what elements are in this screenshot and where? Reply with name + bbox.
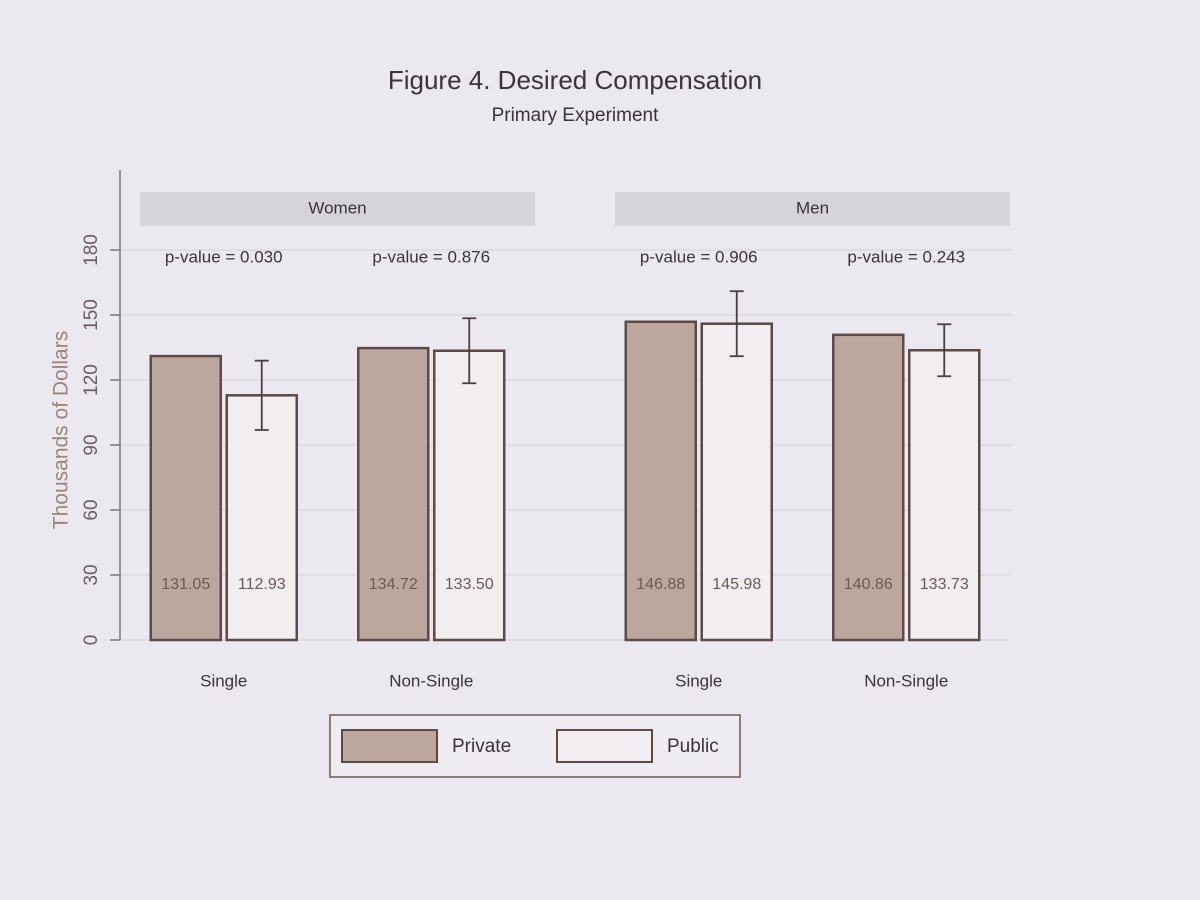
- value-label: 112.93: [238, 576, 286, 593]
- bar: [149, 354, 222, 642]
- y-tick-label: 120: [81, 364, 102, 396]
- annotation: p-value = 0.906: [640, 247, 758, 266]
- y-tick-label: 90: [81, 434, 102, 455]
- x-tick-label: Non-Single: [389, 671, 473, 690]
- chart-title: Figure 4. Desired Compensation: [388, 65, 762, 95]
- value-label: 146.88: [636, 576, 685, 593]
- x-tick-label: Single: [675, 671, 722, 690]
- bar: [225, 394, 298, 642]
- bar: [357, 346, 430, 642]
- value-label: 131.05: [161, 576, 210, 593]
- value-label: 140.86: [844, 576, 893, 593]
- x-tick-label: Single: [200, 671, 247, 690]
- panel-title: Women: [308, 198, 366, 217]
- bar: [433, 349, 506, 642]
- annotation: p-value = 0.876: [372, 247, 490, 266]
- panel-header: [615, 192, 1010, 226]
- legend-swatch: [556, 729, 653, 763]
- bar: [908, 349, 981, 642]
- value-label: 133.50: [445, 576, 494, 593]
- value-label: 145.98: [712, 576, 761, 593]
- legend-swatch: [341, 729, 438, 763]
- legend-label: Public: [667, 736, 719, 757]
- y-tick-label: 60: [81, 499, 102, 520]
- panel-header: [140, 192, 535, 226]
- value-label: 134.72: [369, 576, 418, 593]
- bar: [832, 333, 905, 642]
- chart-subtitle: Primary Experiment: [492, 105, 660, 126]
- y-tick-label: 0: [81, 635, 102, 646]
- annotation: p-value = 0.030: [165, 247, 283, 266]
- bar: [700, 322, 773, 642]
- panel-title: Men: [796, 198, 829, 217]
- legend-label: Private: [452, 736, 511, 757]
- y-tick-label: 150: [81, 299, 102, 331]
- bar: [624, 320, 697, 642]
- y-axis-label: Thousands of Dollars: [50, 331, 73, 529]
- y-tick-label: 30: [81, 564, 102, 585]
- x-tick-label: Non-Single: [864, 671, 948, 690]
- y-tick-label: 180: [81, 234, 102, 266]
- annotation: p-value = 0.243: [847, 247, 965, 266]
- value-label: 133.73: [920, 576, 969, 593]
